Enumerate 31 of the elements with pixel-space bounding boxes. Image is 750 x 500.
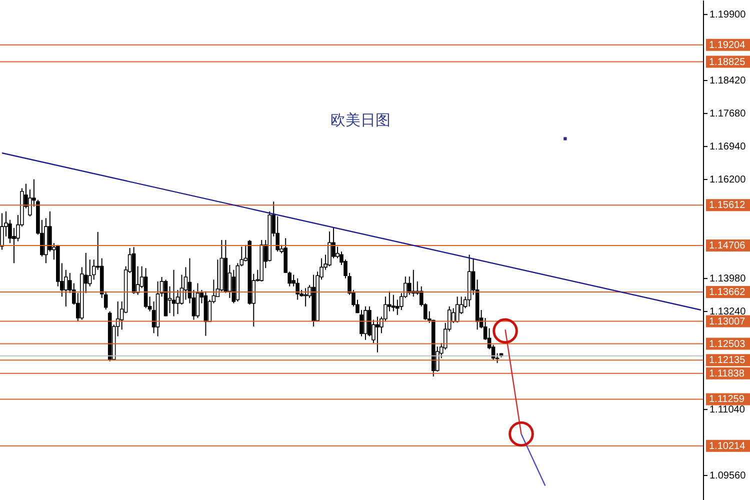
ref-line-label: 1.15612 <box>709 200 746 212</box>
y-tick-label: 1.19900 <box>710 9 746 20</box>
y-tick-label: 1.09560 <box>710 470 746 482</box>
y-tick-label: 1.16940 <box>710 141 746 152</box>
candlestick <box>364 306 368 340</box>
point <box>508 421 534 447</box>
candlestick <box>392 294 396 312</box>
ref-line-label: 1.11838 <box>709 368 745 380</box>
text: 欧美日图 <box>330 111 390 129</box>
candlestick <box>304 288 308 307</box>
ref-line-label: 1.13007 <box>709 316 746 328</box>
candlestick <box>376 316 380 353</box>
point <box>492 318 518 344</box>
ref-line-label: 1.10214 <box>709 440 746 452</box>
ref-line-label: 1.13662 <box>709 287 746 298</box>
y-tick-label: 1.17680 <box>710 108 746 120</box>
ref-line-label: 1.12503 <box>709 338 746 350</box>
y-tick-label: 1.11040 <box>710 404 746 416</box>
y-tick-label: 1.13980 <box>710 273 746 284</box>
y-tick-label: 1.13240 <box>710 306 746 318</box>
ref-line-label: 1.18825 <box>709 56 746 68</box>
ref-line-label: 1.14706 <box>709 240 746 252</box>
candlestick <box>196 282 200 319</box>
candlestick <box>328 230 332 267</box>
ref-line-label: 1.12135 <box>709 355 746 366</box>
y-tick-label: 1.18420 <box>710 75 746 86</box>
y-tick-label: 1.16200 <box>710 174 746 186</box>
ref-line-label: 1.11259 <box>709 394 745 406</box>
ref-line-label: 1.19204 <box>709 40 746 51</box>
point <box>564 137 567 140</box>
candlestick <box>296 278 300 300</box>
